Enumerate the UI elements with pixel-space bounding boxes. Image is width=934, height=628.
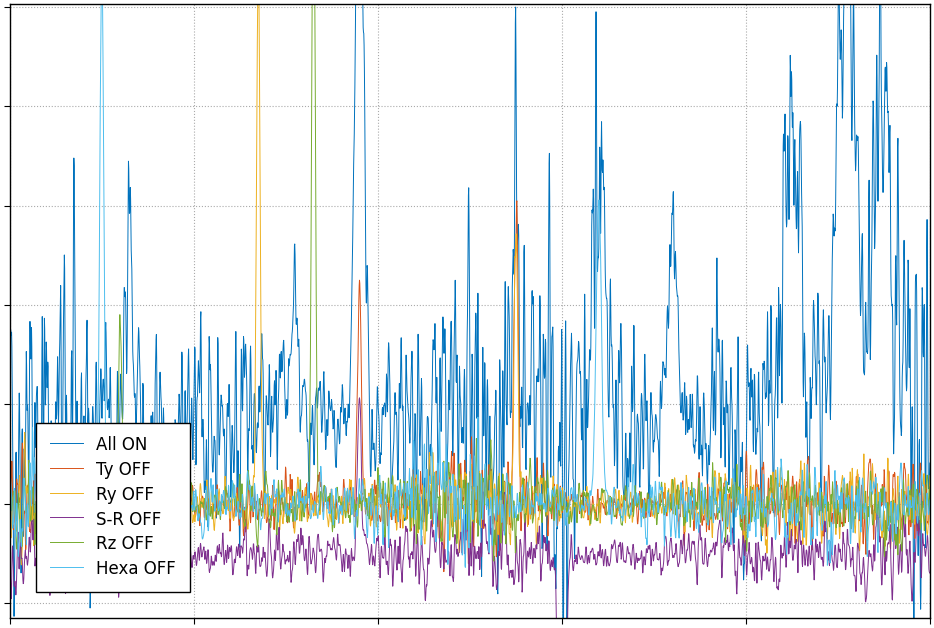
Ty OFF <box>37 584 49 592</box>
S-R OFF <box>925 570 934 577</box>
Ty OFF <box>907 475 918 482</box>
Ty OFF <box>925 504 934 512</box>
Hexa OFF <box>4 487 15 495</box>
Rz OFF <box>925 484 934 491</box>
Hexa OFF <box>925 496 934 504</box>
Ry OFF <box>4 492 15 499</box>
Ry OFF <box>925 472 934 479</box>
S-R OFF <box>357 525 368 533</box>
Ty OFF <box>511 197 522 205</box>
Rz OFF <box>808 502 819 509</box>
Rz OFF <box>488 558 500 565</box>
Ty OFF <box>397 486 408 494</box>
Line: Ry OFF: Ry OFF <box>9 0 930 565</box>
Hexa OFF <box>164 509 176 517</box>
Ry OFF <box>164 480 176 488</box>
Hexa OFF <box>907 498 918 506</box>
Line: All ON: All ON <box>9 0 930 628</box>
Ry OFF <box>808 502 819 509</box>
Line: Ty OFF: Ty OFF <box>9 201 930 588</box>
Ry OFF <box>16 561 27 568</box>
S-R OFF <box>907 595 918 603</box>
Hexa OFF <box>109 513 120 521</box>
Rz OFF <box>397 501 408 508</box>
Ty OFF <box>4 514 15 521</box>
All ON <box>163 443 175 450</box>
All ON <box>907 403 918 411</box>
Hexa OFF <box>460 563 471 571</box>
Ty OFF <box>808 501 819 509</box>
S-R OFF <box>4 550 15 558</box>
Line: Hexa OFF: Hexa OFF <box>9 0 930 567</box>
Rz OFF <box>109 497 120 504</box>
Ry OFF <box>398 524 409 532</box>
All ON <box>4 354 15 361</box>
Ty OFF <box>357 465 368 472</box>
Hexa OFF <box>397 487 408 494</box>
Rz OFF <box>357 497 368 505</box>
All ON <box>109 442 120 450</box>
Ry OFF <box>358 490 369 498</box>
Hexa OFF <box>357 479 368 486</box>
Ry OFF <box>109 462 120 469</box>
Legend: All ON, Ty OFF, Ry OFF, S-R OFF, Rz OFF, Hexa OFF: All ON, Ty OFF, Ry OFF, S-R OFF, Rz OFF,… <box>36 423 190 592</box>
S-R OFF <box>397 563 408 570</box>
S-R OFF <box>354 394 365 402</box>
All ON <box>357 1 368 9</box>
Ty OFF <box>164 495 176 503</box>
Rz OFF <box>4 460 15 467</box>
S-R OFF <box>808 556 819 563</box>
Ty OFF <box>109 481 120 489</box>
Line: S-R OFF: S-R OFF <box>9 398 930 628</box>
All ON <box>925 459 934 467</box>
Ry OFF <box>907 506 918 513</box>
Rz OFF <box>907 507 918 514</box>
All ON <box>808 306 819 313</box>
Hexa OFF <box>808 535 819 543</box>
All ON <box>397 402 408 409</box>
S-R OFF <box>109 555 120 562</box>
Line: Rz OFF: Rz OFF <box>9 0 930 561</box>
S-R OFF <box>163 549 175 556</box>
Rz OFF <box>163 506 175 514</box>
